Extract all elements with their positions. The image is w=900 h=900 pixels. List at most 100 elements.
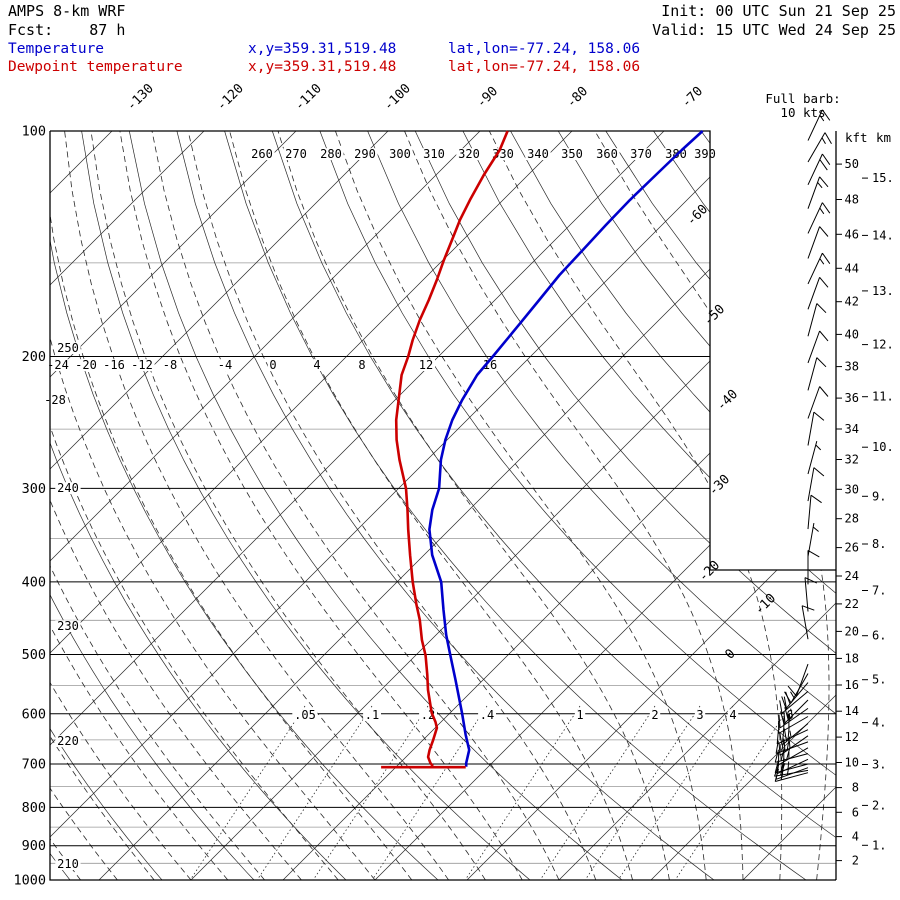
svg-text:46: 46: [845, 227, 859, 241]
forecast-hour: Fcst: 87 h: [8, 21, 126, 39]
svg-text:36: 36: [845, 391, 859, 405]
wind-barb: [778, 747, 809, 766]
svg-text:1: 1: [576, 708, 583, 722]
svg-text:3.: 3.: [872, 758, 886, 772]
svg-text:4: 4: [313, 358, 320, 372]
svg-text:4: 4: [729, 708, 736, 722]
background-families: [0, 131, 900, 880]
isotherm-line: [650, 131, 836, 880]
svg-text:32: 32: [845, 453, 859, 467]
wind-barb: [807, 109, 831, 141]
init-time: Init: 00 UTC Sun 21 Sep 25: [661, 2, 896, 20]
wind-barb: [778, 707, 809, 729]
temperature-curve: [428, 130, 704, 767]
dry-adiabat-line: [128, 131, 623, 880]
svg-text:13.: 13.: [872, 284, 894, 298]
svg-text:700: 700: [22, 757, 46, 773]
isotherm-line: [50, 131, 113, 880]
moist-adiabat-line: [277, 131, 670, 880]
svg-text:4.: 4.: [872, 716, 886, 730]
height-axis: kft km50484644424038363432302826242220181…: [836, 130, 894, 868]
wind-barb: [807, 276, 829, 310]
wind-barb: [778, 714, 809, 734]
dry-adiabat-line: [50, 131, 163, 880]
svg-text:-80: -80: [564, 84, 591, 111]
moist-adiabat-line: [90, 131, 486, 880]
svg-text:9.: 9.: [872, 489, 886, 503]
mixing-ratio-line: [539, 705, 656, 880]
svg-text:-40: -40: [714, 387, 741, 414]
svg-text:12.: 12.: [872, 338, 894, 352]
wind-barb: [807, 153, 831, 186]
wind-barb: [775, 736, 809, 754]
legend-temperature-xy: x,y=359.31,519.48: [248, 41, 397, 57]
dry-adiabat-line: [462, 131, 836, 880]
svg-text:-70: -70: [679, 84, 706, 111]
svg-text:-100: -100: [381, 81, 414, 114]
wind-barb: [807, 494, 822, 530]
dry-adiabat-line: [414, 131, 836, 880]
isotherm-line: [50, 131, 389, 880]
svg-text:370: 370: [630, 147, 652, 161]
wind-barb: [807, 386, 829, 419]
pressure-axis-labels: 100 200 300 400 500 600 700 800 900 1000: [13, 124, 46, 889]
svg-text:390: 390: [694, 147, 716, 161]
chart-labels: -130 -120 -110 -100 -90 -80 -70-60-50-40-30-20…: [42, 81, 796, 871]
wind-barb: [774, 746, 809, 763]
dry-adiabat-line: [224, 131, 807, 880]
svg-text:16: 16: [845, 678, 859, 692]
svg-text:26: 26: [845, 541, 859, 555]
svg-text:-50: -50: [701, 302, 728, 329]
mixing-ratio-line: [312, 705, 429, 880]
wind-barb: [807, 440, 822, 475]
wind-barb: [774, 762, 809, 777]
svg-text:220: 220: [57, 734, 79, 748]
moist-adiabat-line: [50, 131, 229, 880]
plot-border: [49, 130, 837, 881]
wind-barb: [807, 303, 827, 337]
legend-dewpoint-latlon: lat,lon=-77.24, 158.06: [448, 59, 641, 75]
dry-adiabat-line: [81, 131, 531, 880]
svg-text:8: 8: [852, 781, 859, 795]
svg-text:.05: .05: [294, 708, 316, 722]
moist-adiabat-line: [50, 131, 376, 880]
svg-text:12: 12: [419, 358, 433, 372]
svg-text:6.: 6.: [872, 629, 886, 643]
svg-text:15.: 15.: [872, 171, 894, 185]
svg-text:8: 8: [358, 358, 365, 372]
wind-barb: [807, 357, 827, 391]
svg-text:900: 900: [22, 838, 46, 854]
wind-barb: [804, 577, 818, 612]
svg-text:2: 2: [852, 854, 859, 868]
svg-text:-130: -130: [124, 81, 157, 114]
dry-adiabat-line: [176, 131, 715, 880]
moist-adiabat-line: [889, 131, 900, 880]
moist-adiabat-line: [229, 131, 633, 880]
svg-text:34: 34: [845, 422, 859, 436]
svg-text:10.: 10.: [872, 440, 894, 454]
svg-text:-16: -16: [103, 358, 125, 372]
moist-adiabat-line: [50, 131, 118, 880]
svg-text:6: 6: [852, 805, 859, 819]
svg-text:14: 14: [845, 704, 859, 718]
svg-text:-110: -110: [292, 81, 325, 114]
isotherm-line: [0, 131, 20, 880]
svg-text:1000: 1000: [13, 873, 46, 889]
isotherm-line: [50, 131, 481, 880]
wind-barb: [801, 605, 815, 640]
svg-text:16: 16: [483, 358, 497, 372]
legend-temperature-latlon: lat,lon=-77.24, 158.06: [448, 41, 641, 57]
svg-text:42: 42: [845, 295, 859, 309]
wind-barb: [807, 132, 832, 163]
svg-text:300: 300: [22, 481, 46, 497]
svg-text:10: 10: [845, 756, 859, 770]
svg-text:18: 18: [845, 651, 859, 665]
svg-text:50: 50: [845, 157, 859, 171]
svg-text:.1: .1: [365, 708, 379, 722]
svg-text:-28: -28: [44, 393, 66, 407]
wind-barb: [807, 411, 825, 446]
svg-text:-24: -24: [47, 358, 69, 372]
wind-barb: [807, 176, 829, 209]
dry-adiabat-line: [319, 131, 836, 880]
svg-text:340: 340: [527, 147, 549, 161]
